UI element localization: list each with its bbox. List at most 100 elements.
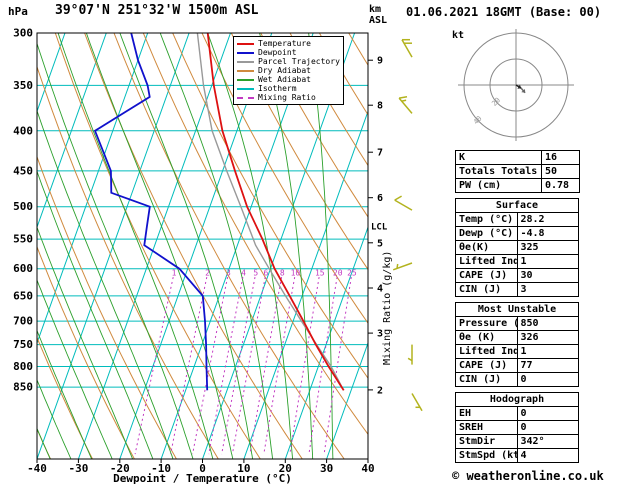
table-row: Lifted Index1 bbox=[455, 344, 579, 359]
legend-box: Temperature Dewpoint Parcel Trajectory Dry … bbox=[233, 36, 344, 105]
temperature-axis-title: Dewpoint / Temperature (°C) bbox=[113, 472, 292, 485]
svg-text:15: 15 bbox=[315, 269, 325, 278]
legend-line-sample bbox=[237, 96, 254, 99]
table-header-row: Most Unstable bbox=[455, 302, 579, 317]
svg-text:20: 20 bbox=[333, 269, 343, 278]
stat-label: CIN (J) bbox=[455, 282, 518, 297]
hodograph-trace-arrowhead bbox=[517, 84, 522, 89]
mixing-ratio-value-labels: 1 2 3 4 5 6 8 10 15 20 25 bbox=[172, 269, 357, 278]
stat-label: EH bbox=[455, 406, 518, 421]
svg-text:5: 5 bbox=[377, 238, 383, 249]
stat-label: K bbox=[455, 150, 542, 165]
legend-line-sample bbox=[237, 69, 254, 72]
legend-line-sample bbox=[237, 42, 254, 45]
stat-label: Temp (°C) bbox=[455, 212, 518, 227]
svg-text:30: 30 bbox=[320, 462, 333, 475]
legend-item: Dewpoint bbox=[237, 48, 340, 57]
legend-label: Dewpoint bbox=[258, 48, 297, 57]
legend-label: Parcel Trajectory bbox=[258, 57, 340, 66]
stat-value: 0 bbox=[516, 406, 579, 421]
table-row: Temp (°C) 28.2 bbox=[455, 212, 579, 227]
datetime-title: 01.06.2021 18GMT (Base: 00) bbox=[406, 5, 602, 19]
stat-value: 28.2 bbox=[516, 212, 579, 227]
temperature-curve bbox=[206, 32, 345, 391]
stat-value: 850 bbox=[516, 316, 579, 331]
stat-value: 77 bbox=[516, 358, 579, 373]
station-title: 39°07'N 251°32'W 1500m ASL bbox=[55, 3, 259, 18]
km-axis-title-line1: km bbox=[369, 4, 382, 15]
table-row: Pressure (mb)850 bbox=[455, 316, 579, 331]
stat-value: 4 bbox=[516, 448, 579, 463]
table-row: θe (K) 326 bbox=[455, 330, 579, 345]
km-axis-title-line2: ASL bbox=[369, 15, 388, 26]
stat-value: 0 bbox=[516, 372, 579, 387]
legend-item: Mixing Ratio bbox=[237, 93, 340, 102]
table-row: SREH 0 bbox=[455, 420, 579, 435]
stat-value: 0 bbox=[516, 420, 579, 435]
svg-text:500: 500 bbox=[13, 200, 33, 213]
svg-text:5: 5 bbox=[253, 269, 258, 278]
indices-tables: K 16 Totals Totals 50 PW (cm) 0.78 Surface Temp… bbox=[455, 150, 580, 468]
table-row: Lifted Index1 bbox=[455, 254, 579, 269]
svg-text:1: 1 bbox=[172, 269, 177, 278]
wind-barbs bbox=[392, 38, 423, 412]
legend-label: Temperature bbox=[258, 39, 311, 48]
table-header: Most Unstable bbox=[455, 302, 579, 317]
svg-text:800: 800 bbox=[13, 360, 33, 373]
legend-label: Dry Adiabat bbox=[258, 66, 311, 75]
stat-label: CAPE (J) bbox=[455, 268, 518, 283]
stat-label: Dewp (°C) bbox=[455, 226, 518, 241]
svg-text:0: 0 bbox=[199, 462, 206, 475]
svg-text:600: 600 bbox=[13, 262, 33, 275]
stats-table-indices: K 16 Totals Totals 50 PW (cm) 0.78 bbox=[455, 150, 580, 193]
svg-text:3: 3 bbox=[226, 269, 231, 278]
table-row: StmSpd (kt)4 bbox=[455, 448, 579, 463]
stat-label: StmSpd (kt) bbox=[455, 448, 518, 463]
table-header: Hodograph bbox=[455, 392, 579, 407]
table-header-row: Surface bbox=[455, 198, 579, 213]
stat-value: 1 bbox=[516, 254, 579, 269]
svg-text:2: 2 bbox=[377, 385, 383, 396]
svg-text:8: 8 bbox=[280, 269, 285, 278]
hodograph-ring-label: 20 bbox=[490, 96, 502, 108]
mixing-ratio-axis-label: Mixing Ratio (g/kg) bbox=[382, 250, 393, 365]
table-header: Surface bbox=[455, 198, 579, 213]
skewt-diagram: 1 2 3 4 5 6 8 10 15 20 253003504004505005506006507… bbox=[13, 27, 423, 475]
svg-text:25: 25 bbox=[347, 269, 357, 278]
pressure-axis: 300 350 400 450 500 550 600 650 700 750 800 850 bbox=[13, 27, 33, 394]
legend-item: Dry Adiabat bbox=[237, 66, 340, 75]
svg-text:4: 4 bbox=[377, 284, 383, 295]
legend-item: Temperature bbox=[237, 39, 340, 48]
svg-text:-20: -20 bbox=[110, 462, 130, 475]
table-row: EH 0 bbox=[455, 406, 579, 421]
svg-text:20: 20 bbox=[279, 462, 292, 475]
stat-label: Pressure (mb) bbox=[455, 316, 518, 331]
legend-line-sample bbox=[237, 87, 254, 90]
hodograph-ring-label: 40 bbox=[472, 115, 484, 127]
stat-value: 325 bbox=[516, 240, 579, 255]
svg-text:9: 9 bbox=[377, 56, 383, 67]
table-row: CAPE (J) 77 bbox=[455, 358, 579, 373]
temperature-axis: -40 -30 -20 -10 0 10 20 30 40 bbox=[27, 459, 375, 475]
km-asl-axis-title: km ASL bbox=[369, 4, 387, 26]
svg-text:4: 4 bbox=[241, 269, 246, 278]
stat-label: Lifted Index bbox=[455, 254, 518, 269]
svg-text:550: 550 bbox=[13, 233, 33, 246]
hodograph-trace-arrowhead bbox=[521, 89, 526, 93]
pressure-unit-label: hPa bbox=[8, 5, 28, 18]
svg-text:400: 400 bbox=[13, 124, 33, 137]
legend-label: Mixing Ratio bbox=[258, 93, 316, 102]
svg-text:300: 300 bbox=[13, 27, 33, 40]
lcl-marker: LCL bbox=[371, 223, 388, 233]
stat-value: 1 bbox=[516, 344, 579, 359]
table-row: Totals Totals 50 bbox=[455, 164, 580, 179]
legend-line-sample bbox=[237, 78, 254, 81]
legend-item: Wet Adiabat bbox=[237, 75, 340, 84]
svg-text:10: 10 bbox=[291, 269, 301, 278]
svg-text:8: 8 bbox=[377, 101, 383, 112]
credit-text: © weatheronline.co.uk bbox=[452, 469, 604, 483]
svg-text:650: 650 bbox=[13, 289, 33, 302]
